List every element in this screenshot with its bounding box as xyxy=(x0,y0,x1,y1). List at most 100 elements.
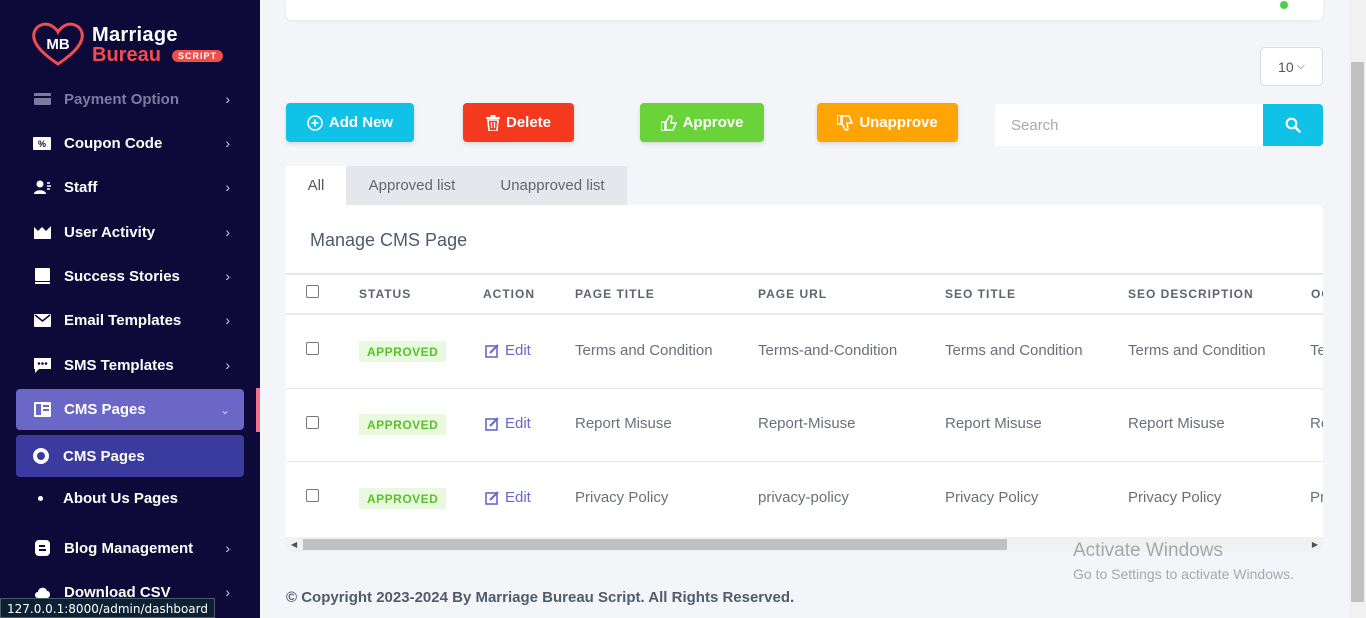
add-new-button[interactable]: Add New xyxy=(286,103,414,142)
edit-icon xyxy=(485,416,499,431)
search-button[interactable] xyxy=(1263,104,1323,146)
cell-page-url: privacy-policy xyxy=(758,489,849,506)
sidebar-item-blog-management[interactable]: Blog Management › xyxy=(16,528,244,568)
page-vertical-scrollbar[interactable] xyxy=(1349,0,1366,618)
edit-icon xyxy=(485,490,499,505)
column-header-seo-title[interactable]: SEO TITLE xyxy=(945,287,1017,301)
sidebar-item-label: User Activity xyxy=(64,223,156,241)
chevron-right-icon: › xyxy=(225,179,230,195)
cell-seo-description: Report Misuse xyxy=(1128,415,1225,432)
sidebar-item-label: SMS Templates xyxy=(64,356,174,374)
column-header-action[interactable]: ACTION xyxy=(483,287,535,301)
chevron-right-icon: › xyxy=(225,312,230,328)
row-checkbox[interactable] xyxy=(306,489,319,502)
cell-page-title: Report Misuse xyxy=(575,415,672,432)
brand-logo[interactable]: MB Marriage Bureau SCRIPT xyxy=(30,20,230,70)
header-card xyxy=(286,0,1323,20)
book-icon xyxy=(33,268,51,284)
column-header-og[interactable]: OG xyxy=(1311,287,1323,301)
thumbs-down-icon xyxy=(837,114,854,131)
card-title: Manage CMS Page xyxy=(310,230,468,250)
online-status-dot xyxy=(1280,1,1288,9)
edit-link[interactable]: Edit xyxy=(485,489,531,506)
staff-icon xyxy=(33,179,51,195)
scroll-left-icon[interactable]: ◀ xyxy=(291,540,298,549)
cell-seo-title: Terms and Condition xyxy=(945,342,1083,359)
list-tabs: All Approved list Unapproved list xyxy=(286,166,627,205)
cell-og: Re xyxy=(1310,415,1323,432)
sidebar-item-coupon-code[interactable]: % Coupon Code › xyxy=(16,123,244,163)
edit-link[interactable]: Edit xyxy=(485,342,531,359)
select-all-checkbox[interactable] xyxy=(306,285,319,298)
column-header-page-title[interactable]: PAGE TITLE xyxy=(575,287,655,301)
sidebar-item-label: Email Templates xyxy=(64,311,182,329)
sidebar: MB Marriage Bureau SCRIPT Payment Option… xyxy=(0,0,260,618)
divider xyxy=(286,273,1323,275)
status-badge: APPROVED xyxy=(359,341,447,362)
chevron-right-icon: › xyxy=(225,584,230,600)
sidebar-item-sms-templates[interactable]: SMS Templates › xyxy=(16,345,244,385)
chevron-right-icon: › xyxy=(225,135,230,151)
cell-page-url: Report-Misuse xyxy=(758,415,856,432)
status-badge: APPROVED xyxy=(359,414,447,435)
cell-seo-title: Privacy Policy xyxy=(945,489,1039,506)
browser-status-url: 127.0.0.1:8000/admin/dashboard xyxy=(0,598,215,618)
tab-approved-list[interactable]: Approved list xyxy=(346,166,478,205)
sidebar-item-label: Success Stories xyxy=(64,267,180,285)
sidebar-subitem-about-us-pages[interactable]: About Us Pages xyxy=(16,478,244,518)
sidebar-item-cms-pages[interactable]: CMS Pages ⌄ xyxy=(16,389,244,430)
activate-windows-title: Activate Windows xyxy=(1073,540,1223,561)
sidebar-item-label: CMS Pages xyxy=(64,401,146,418)
chevron-right-icon: › xyxy=(225,224,230,240)
approve-button[interactable]: Approve xyxy=(640,103,764,142)
cell-page-title: Terms and Condition xyxy=(575,342,713,359)
sidebar-item-label: About Us Pages xyxy=(63,489,179,507)
tab-all[interactable]: All xyxy=(286,166,346,205)
scrollbar-thumb[interactable] xyxy=(1351,62,1364,602)
sidebar-item-label: Blog Management xyxy=(64,539,194,557)
svg-text:MB: MB xyxy=(46,36,69,53)
chevron-right-icon: › xyxy=(225,540,230,556)
scroll-right-icon[interactable]: ▶ xyxy=(1311,540,1318,549)
sidebar-item-user-activity[interactable]: User Activity › xyxy=(16,212,244,252)
sidebar-item-email-templates[interactable]: Email Templates › xyxy=(16,300,244,340)
sidebar-item-success-stories[interactable]: Success Stories › xyxy=(16,256,244,296)
chevron-down-icon: ⌵ xyxy=(1296,60,1305,72)
activate-windows-subtitle: Go to Settings to activate Windows. xyxy=(1073,566,1294,582)
ring-icon xyxy=(33,448,49,464)
cell-page-title: Privacy Policy xyxy=(575,489,669,506)
cell-seo-title: Report Misuse xyxy=(945,415,1042,432)
bullet-icon xyxy=(38,495,43,501)
delete-button[interactable]: Delete xyxy=(463,103,574,142)
page-size-select[interactable]: 10 ⌵ xyxy=(1260,47,1323,86)
row-divider xyxy=(286,461,1323,462)
sidebar-item-payment-option[interactable]: Payment Option › xyxy=(16,79,244,119)
row-checkbox[interactable] xyxy=(306,342,319,355)
tab-unapproved-list[interactable]: Unapproved list xyxy=(478,166,627,205)
scrollbar-thumb[interactable] xyxy=(303,539,1007,550)
cell-og: Pr xyxy=(1310,489,1323,506)
column-header-seo-description[interactable]: SEO DESCRIPTION xyxy=(1128,287,1254,301)
sidebar-item-staff[interactable]: Staff › xyxy=(16,167,244,207)
approve-label: Approve xyxy=(682,114,744,131)
sidebar-scroll-indicator[interactable] xyxy=(256,388,260,432)
row-checkbox[interactable] xyxy=(306,416,319,429)
brand-name-line2: Bureau xyxy=(92,44,161,66)
cell-og: Te xyxy=(1310,342,1323,359)
table-horizontal-scrollbar[interactable]: ◀ ▶ xyxy=(286,537,1323,552)
sidebar-item-label: Payment Option xyxy=(64,90,180,108)
column-header-status[interactable]: STATUS xyxy=(359,287,412,301)
search-input[interactable] xyxy=(995,104,1263,146)
page-size-value: 10 xyxy=(1278,58,1294,75)
cell-page-url: Terms-and-Condition xyxy=(758,342,898,359)
chevron-right-icon: › xyxy=(225,357,230,373)
brand-tag: SCRIPT xyxy=(172,50,224,62)
unapprove-button[interactable]: Unapprove xyxy=(817,103,958,142)
sidebar-item-label: Download CSV xyxy=(64,583,171,601)
sidebar-subitem-cms-pages[interactable]: CMS Pages xyxy=(16,435,244,477)
brand-name-line1: Marriage xyxy=(92,24,178,46)
edit-link[interactable]: Edit xyxy=(485,415,531,432)
column-header-page-url[interactable]: PAGE URL xyxy=(758,287,828,301)
sidebar-item-download-csv[interactable]: Download CSV › xyxy=(16,572,244,612)
cms-icon xyxy=(33,402,51,418)
